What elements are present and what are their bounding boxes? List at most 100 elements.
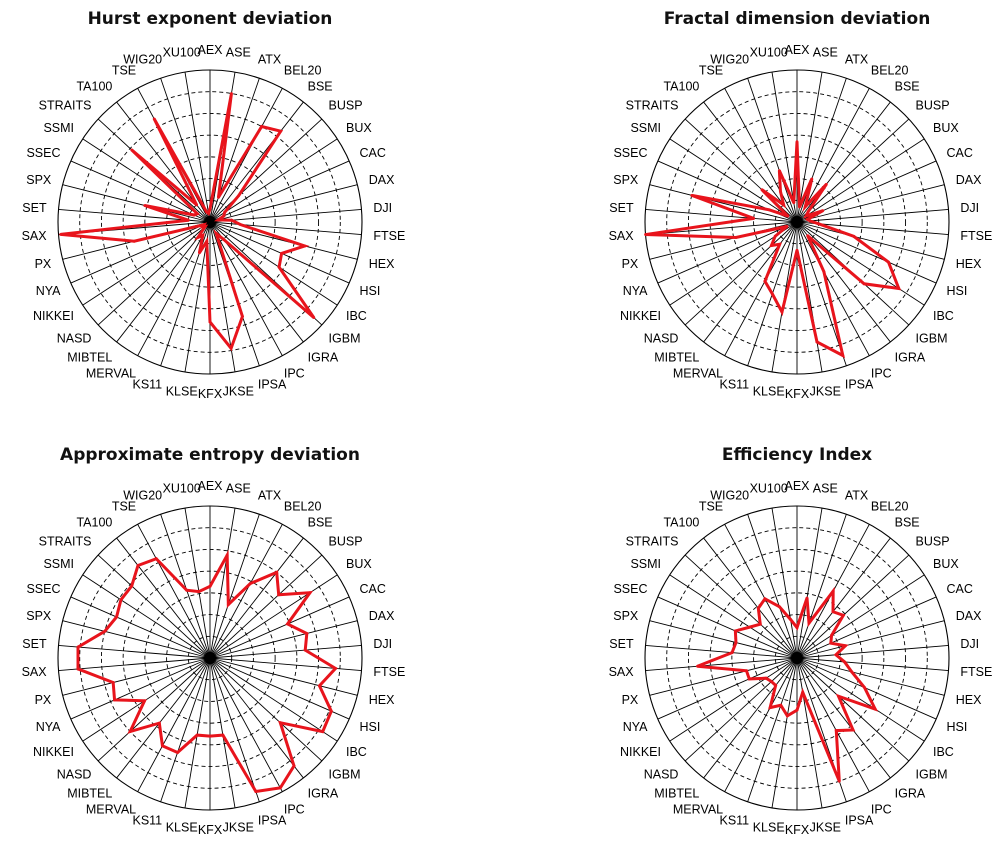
- data-point-ipc: [834, 729, 838, 732]
- spoke: [669, 574, 798, 659]
- spoke: [62, 657, 211, 696]
- axis-label: PX: [35, 257, 52, 271]
- spoke: [649, 657, 798, 696]
- axis-label: HSI: [360, 284, 381, 298]
- axis-label: JKSE: [223, 821, 254, 835]
- axis-label: MERVAL: [86, 366, 136, 380]
- axis-label: FTSE: [960, 665, 992, 679]
- spoke: [657, 596, 798, 659]
- axis-label: TA100: [76, 79, 112, 93]
- spoke: [703, 537, 798, 659]
- data-point-wig20: [185, 588, 189, 592]
- data-point-ase: [230, 92, 233, 95]
- axis-label: IBC: [933, 745, 954, 759]
- data-point-aex: [795, 140, 799, 144]
- axis-label: SAX: [22, 229, 48, 243]
- axis-label: AEX: [784, 479, 810, 493]
- spoke: [796, 221, 925, 306]
- axis-label: FTSE: [960, 229, 992, 243]
- data-point-jkse: [801, 690, 805, 694]
- data-point-straits: [760, 188, 764, 192]
- data-point-aex: [208, 207, 212, 211]
- data-point-ta100: [195, 203, 199, 207]
- data-point-ipsa: [841, 354, 845, 357]
- data-point-ipc: [278, 786, 282, 790]
- data-point-igra: [221, 237, 225, 241]
- axis-label: HEX: [956, 257, 982, 271]
- spoke: [796, 184, 945, 223]
- axis-label: DAX: [956, 173, 982, 187]
- axis-label: PX: [622, 257, 639, 271]
- spoke: [160, 657, 211, 802]
- data-point-bux: [804, 214, 808, 218]
- data-point-jkse: [815, 340, 819, 344]
- axis-label: TA100: [663, 79, 699, 93]
- spoke: [796, 657, 945, 696]
- axis-label: KLSE: [166, 821, 198, 835]
- axis-label: NASD: [644, 767, 679, 781]
- axis-label: CAC: [947, 146, 973, 160]
- data-point-bel20: [260, 125, 264, 128]
- axis-label: KFX: [785, 387, 810, 401]
- data-point-ks11: [176, 751, 179, 754]
- axis-label: SSMI: [43, 557, 74, 571]
- axis-label: HSI: [947, 284, 968, 298]
- spoke: [209, 554, 323, 659]
- data-point-hex: [303, 244, 307, 248]
- axis-label: STRAITS: [626, 535, 679, 549]
- grid-ring: [144, 156, 276, 288]
- center-hub: [791, 216, 803, 228]
- axis-label: BEL20: [871, 500, 909, 514]
- data-point-dax: [305, 632, 309, 635]
- spoke: [796, 596, 937, 659]
- axis-label: NIKKEI: [33, 309, 74, 323]
- data-point-hsi: [887, 260, 890, 264]
- axis-label: HEX: [369, 257, 395, 271]
- data-point-ibc: [321, 730, 325, 734]
- axis-label: BUX: [933, 121, 959, 135]
- chart-title: Efficiency Index: [722, 445, 872, 465]
- spoke: [209, 657, 358, 696]
- spoke: [62, 620, 211, 659]
- axis-label: BSE: [308, 79, 333, 93]
- data-point-ipsa: [837, 779, 841, 783]
- spoke: [160, 78, 211, 223]
- axis-label: KS11: [719, 378, 749, 392]
- data-point-kfx: [208, 320, 212, 324]
- axis-label: JKSE: [223, 385, 254, 399]
- data-point-ks11: [198, 251, 201, 255]
- spoke: [209, 645, 362, 659]
- data-point-ssmi: [748, 625, 752, 629]
- data-point-hex: [852, 234, 856, 238]
- axis-label: HEX: [369, 693, 395, 707]
- spoke: [645, 221, 798, 235]
- axis-label: DAX: [956, 609, 982, 623]
- data-point-dax: [217, 218, 220, 222]
- data-point-px: [745, 669, 748, 673]
- axis-label: NYA: [623, 720, 648, 734]
- axis-label: MERVAL: [673, 366, 723, 380]
- spoke: [209, 514, 260, 659]
- spoke: [70, 221, 211, 284]
- data-point-mibtel: [778, 242, 782, 246]
- data-point-merval: [768, 706, 772, 710]
- axis-label: SSMI: [43, 121, 74, 135]
- data-point-nikkei: [201, 225, 205, 229]
- data-point-bel20: [831, 589, 835, 593]
- data-point-ftse: [843, 660, 847, 664]
- axis-label: KS11: [132, 814, 162, 828]
- axis-label: SSEC: [613, 146, 647, 160]
- axis-label: BUX: [346, 557, 372, 571]
- spoke: [209, 657, 283, 792]
- axis-label: XU100: [750, 481, 788, 495]
- spoke: [747, 514, 798, 659]
- spoke: [747, 657, 798, 802]
- data-point-hex: [850, 670, 854, 674]
- axis-label: BEL20: [284, 64, 322, 78]
- data-point-nikkei: [143, 699, 146, 703]
- axis-label: SSEC: [613, 582, 647, 596]
- axis-label: NIKKEI: [620, 309, 661, 323]
- spoke: [771, 657, 798, 809]
- axis-label: KFX: [198, 823, 223, 837]
- data-point-ibc: [897, 287, 901, 290]
